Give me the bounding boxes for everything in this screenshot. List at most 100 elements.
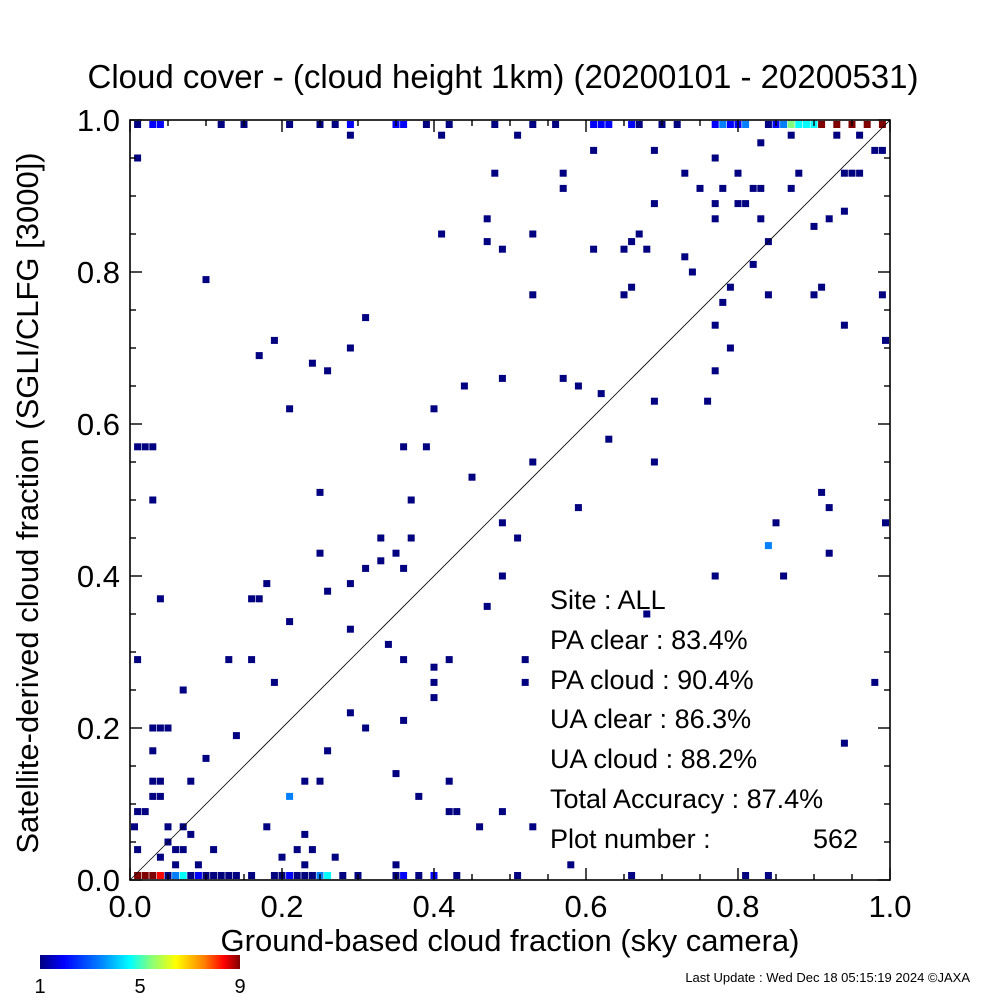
data-point (210, 872, 218, 879)
data-point (430, 663, 438, 671)
data-point (400, 443, 408, 451)
data-point (529, 230, 537, 238)
data-point (400, 564, 408, 572)
data-point (787, 131, 795, 139)
data-point (362, 724, 370, 732)
data-point (187, 777, 195, 785)
data-point (483, 602, 491, 610)
data-point (795, 169, 803, 177)
data-point (445, 121, 453, 128)
data-point (772, 519, 780, 527)
data-point (286, 405, 294, 413)
stat-plot-number-label: Plot number : (550, 824, 711, 854)
data-point (620, 291, 628, 299)
data-point (650, 146, 658, 154)
data-point (856, 169, 864, 177)
data-point (316, 777, 324, 785)
y-tick-label: 1.0 (77, 103, 120, 138)
data-point (293, 872, 301, 879)
data-point (498, 374, 506, 382)
data-point (726, 344, 734, 352)
data-point (316, 549, 324, 557)
data-point (825, 504, 833, 512)
data-point (734, 169, 742, 177)
data-point (476, 823, 484, 831)
stat-plot-number-value: 562 (813, 824, 858, 854)
data-point (225, 872, 233, 879)
data-point (438, 230, 446, 238)
data-point (339, 872, 347, 879)
data-point (764, 121, 772, 128)
data-point (590, 121, 598, 128)
data-point (711, 154, 719, 162)
data-point (597, 121, 605, 128)
data-point (187, 872, 195, 879)
data-point (498, 245, 506, 253)
data-point (878, 291, 886, 299)
data-point (825, 215, 833, 223)
data-point (156, 595, 164, 603)
data-point (726, 283, 734, 291)
data-point (445, 808, 453, 816)
data-point (552, 121, 560, 128)
data-point (164, 823, 172, 831)
data-point (392, 549, 400, 557)
data-point (681, 253, 689, 261)
data-point (149, 777, 157, 785)
data-point (529, 121, 537, 128)
data-point (149, 496, 157, 504)
data-point (308, 872, 316, 879)
data-point (286, 618, 294, 626)
data-point (643, 610, 651, 618)
data-point (491, 169, 499, 177)
data-point (711, 321, 719, 329)
data-point (840, 739, 848, 747)
stat-ua-clear: UA clear : 86.3% (550, 704, 751, 734)
data-point (202, 276, 210, 284)
data-point (574, 382, 582, 390)
data-point (742, 121, 750, 128)
data-point (217, 121, 225, 128)
data-point (141, 443, 149, 451)
data-point (301, 861, 309, 869)
data-point (172, 861, 180, 869)
data-point (286, 121, 294, 128)
data-point (878, 121, 886, 128)
data-point (840, 207, 848, 215)
data-point (248, 872, 256, 879)
data-point (179, 872, 187, 879)
data-point (187, 830, 195, 838)
data-point (301, 777, 309, 785)
y-tick-label: 0.4 (77, 559, 120, 594)
data-point (194, 872, 202, 879)
data-point (270, 678, 278, 686)
data-point (597, 390, 605, 398)
data-point (278, 853, 286, 861)
data-point (286, 792, 294, 800)
data-point (415, 872, 423, 879)
data-point (141, 808, 149, 816)
data-point (430, 678, 438, 686)
data-point (871, 678, 879, 686)
data-point (681, 169, 689, 177)
data-point (308, 359, 316, 367)
data-point (787, 121, 795, 128)
data-point (882, 336, 889, 344)
data-point (149, 872, 157, 879)
data-point (780, 121, 788, 128)
data-point (141, 872, 149, 879)
data-point (248, 656, 256, 664)
data-point (818, 121, 826, 128)
data-point (498, 808, 506, 816)
data-point (286, 872, 294, 879)
data-point (346, 344, 354, 352)
y-axis-label: Satellite-derived cloud fraction (SGLI/C… (10, 152, 45, 853)
colorbar (40, 955, 240, 969)
data-point (628, 283, 636, 291)
data-point (324, 587, 332, 595)
data-point (742, 200, 750, 208)
data-point (863, 121, 871, 128)
data-point (263, 823, 271, 831)
data-point (840, 169, 848, 177)
data-point (635, 230, 643, 238)
